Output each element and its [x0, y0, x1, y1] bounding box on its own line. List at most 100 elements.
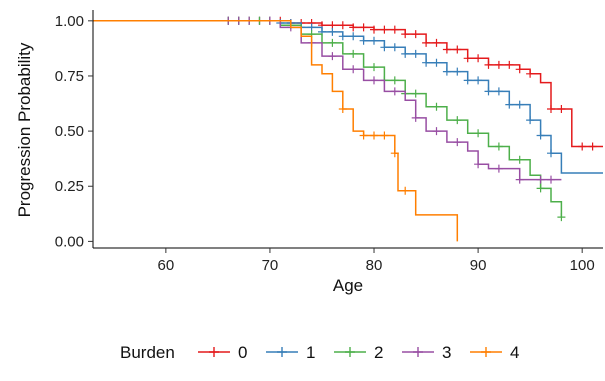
censor-mark-4-2 [370, 131, 378, 140]
censor-mark-3-17 [547, 175, 555, 184]
y-tick-label-0: 0.00 [55, 233, 84, 250]
censor-marks-3 [224, 16, 555, 184]
legend-item-0: 0 [198, 343, 247, 362]
y-tick-label-1: 0.25 [55, 178, 84, 195]
legend-item-1: 1 [266, 343, 315, 362]
censor-mark-0-13 [359, 23, 368, 32]
legend-item-2: 2 [334, 343, 383, 362]
censor-mark-1-20 [432, 58, 441, 67]
censor-mark-0-24 [474, 54, 483, 63]
censor-mark-0-12 [349, 23, 358, 32]
x-tick-label-4: 100 [570, 257, 595, 274]
legend-label-4: 4 [510, 343, 519, 362]
censor-mark-3-8 [370, 76, 378, 85]
censor-mark-3-11 [432, 127, 441, 136]
x-axis-title: Age [333, 276, 363, 295]
censor-mark-4-1 [359, 131, 368, 140]
plot-area [93, 16, 603, 242]
censor-mark-0-32 [578, 142, 587, 151]
censor-mark-1-16 [390, 43, 399, 52]
legend-item-4: 4 [470, 343, 519, 362]
censor-mark-0-30 [547, 105, 555, 113]
censor-mark-4-3 [380, 131, 389, 140]
censor-mark-2-20 [557, 213, 566, 222]
legend-key-mark-0 [209, 347, 219, 357]
censor-mark-2-11 [390, 76, 399, 85]
censor-mark-2-17 [494, 142, 503, 151]
censor-mark-1-21 [442, 67, 451, 76]
legend: Burden 0 1 2 3 4 [120, 343, 519, 362]
censor-mark-2-13 [411, 89, 420, 98]
censor-mark-1-30 [536, 131, 545, 140]
censor-mark-0-21 [442, 45, 451, 54]
series-line-1 [93, 20, 603, 174]
curves [93, 16, 603, 242]
series-line-4 [93, 20, 459, 242]
censor-mark-1-12 [349, 32, 358, 41]
censor-mark-0-19 [422, 38, 431, 47]
censor-mark-0-28 [515, 65, 524, 74]
censor-mark-0-10 [328, 21, 337, 30]
censor-mark-1-22 [453, 67, 462, 76]
censor-mark-3-13 [474, 160, 483, 169]
legend-label-0: 0 [238, 343, 247, 362]
x-tick-label-0: 60 [158, 257, 175, 274]
censor-mark-0-15 [380, 25, 389, 34]
censor-mark-3-10 [411, 113, 420, 122]
censor-mark-1-19 [422, 58, 431, 67]
legend-key-mark-2 [345, 347, 355, 357]
series-line-0 [93, 20, 603, 148]
censor-mark-0-31 [557, 105, 566, 113]
censor-mark-0-23 [463, 54, 472, 63]
censor-mark-3-16 [536, 175, 545, 184]
censor-mark-0-22 [453, 45, 462, 54]
censor-mark-1-28 [515, 100, 524, 109]
censor-mark-0-27 [505, 60, 514, 69]
censor-mark-1-10 [328, 27, 337, 36]
censor-mark-0-17 [401, 30, 410, 39]
censor-mark-2-14 [432, 102, 441, 111]
censor-mark-1-25 [484, 87, 493, 96]
censor-mark-3-7 [349, 65, 358, 74]
censor-mark-1-27 [505, 100, 514, 109]
legend-item-3: 3 [402, 343, 451, 362]
censor-mark-0-16 [390, 25, 399, 34]
censor-mark-0-25 [484, 60, 493, 69]
censor-marks-4 [338, 105, 410, 195]
censor-mark-1-15 [380, 43, 389, 52]
x-tick-label-1: 70 [262, 257, 279, 274]
censor-mark-1-14 [370, 36, 378, 45]
censor-mark-3-9 [390, 87, 399, 96]
censor-mark-1-17 [401, 49, 410, 58]
censor-mark-3-6 [328, 52, 337, 61]
censor-mark-0-18 [411, 30, 420, 39]
legend-key-mark-1 [277, 347, 287, 357]
censor-mark-2-19 [536, 184, 545, 193]
legend-label-3: 3 [442, 343, 451, 362]
censor-mark-4-0 [338, 105, 347, 113]
censor-mark-1-18 [411, 49, 420, 58]
censor-mark-1-29 [526, 116, 535, 125]
censor-mark-1-23 [463, 76, 472, 85]
censor-mark-1-13 [359, 36, 368, 45]
series-line-3 [93, 20, 562, 181]
censor-mark-1-11 [338, 32, 347, 41]
censor-mark-4-5 [401, 186, 410, 195]
x-tick-label-3: 90 [470, 257, 487, 274]
legend-key-mark-4 [481, 347, 491, 357]
censor-mark-1-24 [474, 76, 483, 85]
legend-label-1: 1 [306, 343, 315, 362]
legend-key-mark-3 [413, 347, 423, 357]
censor-mark-2-16 [474, 129, 483, 138]
censor-mark-0-14 [370, 25, 378, 34]
censor-mark-0-11 [338, 21, 347, 30]
censor-mark-2-9 [370, 63, 378, 72]
x-tick-label-2: 80 [366, 257, 383, 274]
censor-mark-3-15 [515, 175, 524, 184]
y-axis-title: Progression Probability [15, 42, 34, 217]
censor-mark-0-26 [494, 60, 503, 69]
y-tick-label-3: 0.75 [55, 68, 84, 85]
censor-mark-0-20 [432, 38, 441, 47]
censor-mark-2-7 [328, 38, 337, 47]
